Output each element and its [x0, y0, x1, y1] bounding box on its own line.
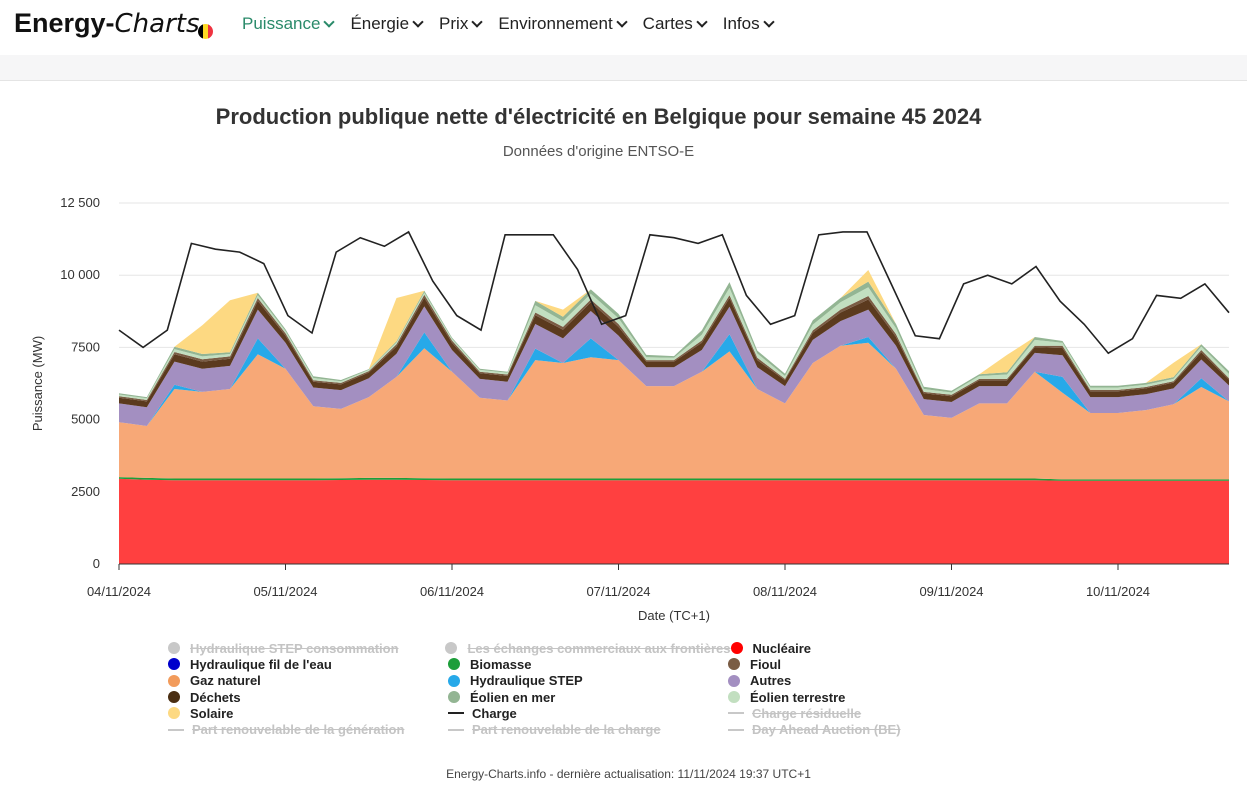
legend-label: Biomasse: [470, 657, 531, 672]
y-tick-label: 7500: [71, 339, 100, 354]
x-axis-label: Date (TC+1): [638, 608, 710, 623]
legend-label: Day Ahead Auction (BE): [752, 722, 901, 737]
legend-item[interactable]: Charge résiduelle: [728, 705, 1008, 721]
x-tick-label: 08/11/2024: [753, 584, 817, 599]
legend-label: Nucléaire: [753, 641, 812, 656]
x-tick-label: 06/11/2024: [420, 584, 484, 599]
legend-label: Solaire: [190, 706, 233, 721]
legend-label: Hydraulique STEP consommation: [190, 641, 399, 656]
legend-dot-icon: [448, 675, 460, 687]
footer-update-note: Energy-Charts.info - dernière actualisat…: [0, 767, 1247, 781]
legend-label: Déchets: [190, 690, 241, 705]
legend-label: Charge résiduelle: [752, 706, 861, 721]
legend-item[interactable]: Les échanges commerciaux aux frontières: [445, 640, 730, 656]
legend-label: Part renouvelable de la charge: [472, 722, 661, 737]
legend-label: Fioul: [750, 657, 781, 672]
legend-item[interactable]: Solaire: [168, 705, 448, 721]
legend-dot-icon: [448, 658, 460, 670]
legend-row: Hydraulique STEP consommation Les échange…: [168, 640, 1008, 656]
legend-item[interactable]: Fioul: [728, 656, 1008, 672]
legend-row: Part renouvelable de la génération Part r…: [168, 721, 1008, 737]
legend-item[interactable]: Hydraulique STEP: [448, 673, 728, 689]
y-tick-label: 10 000: [60, 267, 100, 282]
legend-label: Hydraulique fil de l'eau: [190, 657, 332, 672]
y-tick-label: 0: [93, 556, 100, 571]
legend-item[interactable]: Biomasse: [448, 656, 728, 672]
legend-item[interactable]: Éolien terrestre: [728, 689, 1008, 705]
legend-dot-icon: [168, 707, 180, 719]
x-tick-label: 10/11/2024: [1086, 584, 1150, 599]
legend-item[interactable]: Day Ahead Auction (BE): [728, 721, 1008, 737]
legend-line-icon: [168, 729, 184, 731]
x-tick-label: 05/11/2024: [253, 584, 317, 599]
legend-label: Éolien en mer: [470, 690, 555, 705]
legend-dot-icon: [728, 658, 740, 670]
chart-legend: Hydraulique STEP consommation Les échange…: [168, 640, 1008, 738]
legend-line-icon: [728, 712, 744, 714]
legend-item[interactable]: Autres: [728, 673, 1008, 689]
legend-row: Solaire Charge Charge résiduelle: [168, 705, 1008, 721]
legend-dot-icon: [168, 642, 180, 654]
legend-dot-icon: [168, 658, 180, 670]
legend-label: Part renouvelable de la génération: [192, 722, 404, 737]
legend-item[interactable]: Gaz naturel: [168, 673, 448, 689]
chart-area[interactable]: 0 2500 5000 7500 10 000 12 500 Puissance (MW) 0…: [0, 0, 1247, 640]
legend-item[interactable]: Part renouvelable de la génération: [168, 721, 448, 737]
legend-label: Charge: [472, 706, 517, 721]
legend-dot-icon: [168, 675, 180, 687]
legend-dot-icon: [448, 691, 460, 703]
y-tick-label: 2500: [71, 484, 100, 499]
legend-dot-icon: [728, 691, 740, 703]
x-tick-label: 04/11/2024: [87, 584, 151, 599]
legend-dot-icon: [168, 691, 180, 703]
legend-label: Autres: [750, 673, 791, 688]
legend-dot-icon: [731, 642, 743, 654]
y-axis-label: Puissance (MW): [30, 336, 45, 431]
legend-label: Hydraulique STEP: [470, 673, 583, 688]
legend-label: Les échanges commerciaux aux frontières: [467, 641, 730, 656]
legend-item[interactable]: Charge: [448, 705, 728, 721]
legend-item[interactable]: Hydraulique fil de l'eau: [168, 656, 448, 672]
x-tick-label: 07/11/2024: [586, 584, 650, 599]
legend-dot-icon: [445, 642, 457, 654]
legend-item[interactable]: Nucléaire: [731, 640, 1008, 656]
area-nucleaire: [119, 479, 1229, 564]
legend-line-icon: [728, 729, 744, 731]
y-tick-label: 12 500: [60, 195, 100, 210]
legend-dot-icon: [728, 675, 740, 687]
x-tick-label: 09/11/2024: [919, 584, 983, 599]
legend-item[interactable]: Hydraulique STEP consommation: [168, 640, 445, 656]
legend-item[interactable]: Part renouvelable de la charge: [448, 721, 728, 737]
legend-row: Gaz naturel Hydraulique STEP Autres: [168, 673, 1008, 689]
legend-row: Déchets Éolien en mer Éolien terrestre: [168, 689, 1008, 705]
legend-line-icon: [448, 729, 464, 731]
legend-item[interactable]: Déchets: [168, 689, 448, 705]
legend-item[interactable]: Éolien en mer: [448, 689, 728, 705]
legend-line-icon: [448, 712, 464, 714]
legend-label: Éolien terrestre: [750, 690, 845, 705]
legend-row: Hydraulique fil de l'eau Biomasse Fioul: [168, 656, 1008, 672]
legend-label: Gaz naturel: [190, 673, 261, 688]
y-tick-label: 5000: [71, 412, 100, 427]
